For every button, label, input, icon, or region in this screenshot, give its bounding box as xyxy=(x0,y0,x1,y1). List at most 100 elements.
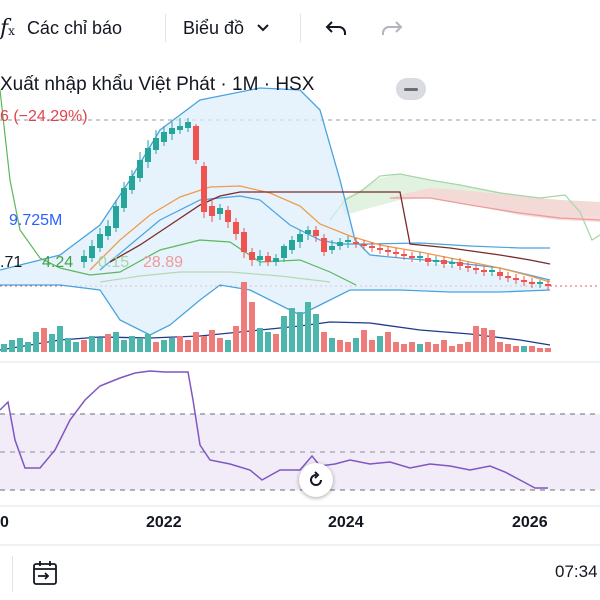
volume-bar xyxy=(329,338,335,352)
chart-type-label: Biểu đồ xyxy=(183,17,245,38)
x-axis-label: 2024 xyxy=(328,514,364,531)
indicator-value-3: 0.15 xyxy=(98,254,130,271)
candle xyxy=(441,260,447,264)
candle xyxy=(89,246,95,258)
volume-bar xyxy=(161,340,167,352)
bottom-divider xyxy=(12,556,13,592)
volume-bar xyxy=(313,314,319,352)
candle xyxy=(537,282,543,284)
rotate-icon xyxy=(310,471,322,486)
volume-bar xyxy=(265,332,271,352)
calendar-arrow-icon[interactable] xyxy=(32,560,60,586)
undo-button[interactable] xyxy=(324,10,348,46)
candle xyxy=(169,128,175,134)
x-axis-label: 2026 xyxy=(512,514,548,531)
volume-bar xyxy=(521,346,527,352)
candle xyxy=(505,276,511,278)
candle xyxy=(321,238,327,252)
candle xyxy=(217,208,223,214)
candle xyxy=(353,242,359,244)
candle xyxy=(185,122,191,128)
candle xyxy=(457,262,463,266)
volume-bar xyxy=(137,338,143,352)
volume-bar xyxy=(49,334,55,352)
candle xyxy=(529,282,535,284)
volume-bar xyxy=(113,332,119,352)
ma-green xyxy=(0,89,357,286)
toolbar-divider xyxy=(300,14,301,42)
candle xyxy=(401,254,407,256)
volume-bar xyxy=(25,342,31,352)
candle xyxy=(153,138,159,150)
top-toolbar: fx Các chỉ báo Biểu đồ xyxy=(0,0,600,56)
volume-bar xyxy=(73,342,79,352)
volume-bar xyxy=(385,332,391,352)
redo-button[interactable] xyxy=(380,10,404,46)
candle xyxy=(289,240,295,250)
candle xyxy=(113,206,119,228)
ma-orange xyxy=(89,185,551,283)
x-axis-label: 0 xyxy=(0,514,9,531)
volume-bar xyxy=(129,336,135,352)
volume-bar xyxy=(513,346,519,352)
volume-bar xyxy=(185,340,191,352)
volume-bar xyxy=(369,340,375,352)
candle xyxy=(481,270,487,272)
volume-bar xyxy=(241,282,247,352)
candle xyxy=(209,206,215,216)
volume-bar xyxy=(361,330,367,352)
candle xyxy=(433,260,439,262)
volume-bar xyxy=(297,312,303,352)
fx-icon: fx xyxy=(0,15,15,41)
candle xyxy=(161,132,167,142)
volume-bar xyxy=(473,326,479,352)
volume-bar xyxy=(393,342,399,352)
candle xyxy=(249,252,255,260)
volume-bars xyxy=(1,282,551,352)
candle xyxy=(81,256,87,262)
bollinger-band-fill xyxy=(0,88,550,335)
candle xyxy=(425,258,431,262)
volume-bar xyxy=(249,302,255,352)
volume-bar xyxy=(57,326,63,352)
volume-bar xyxy=(449,346,455,352)
volume-bar xyxy=(257,328,263,352)
candle xyxy=(449,262,455,264)
candle xyxy=(177,126,183,130)
volume-bar xyxy=(345,342,351,352)
candle xyxy=(545,284,551,286)
reset-chart-button[interactable] xyxy=(299,463,333,497)
volume-bar xyxy=(9,340,15,352)
candle xyxy=(233,222,239,234)
candle xyxy=(393,252,399,254)
candle xyxy=(473,268,479,270)
candle xyxy=(409,256,415,258)
candle xyxy=(281,246,287,258)
volume-bar xyxy=(233,326,239,352)
bottom-bar: 07:34 xyxy=(0,548,600,600)
candle xyxy=(297,234,303,242)
indicators-button[interactable]: fx Các chỉ báo xyxy=(0,10,122,46)
candle xyxy=(497,272,503,276)
rsi-line xyxy=(0,370,548,489)
indicator-value-4: 28.89 xyxy=(143,254,184,271)
candle xyxy=(369,246,375,248)
volume-bar xyxy=(41,328,47,352)
volume-bar xyxy=(225,340,231,352)
volume-bar xyxy=(201,336,207,352)
volume-bar xyxy=(545,348,551,352)
candle xyxy=(97,234,103,248)
volume-bar xyxy=(153,342,159,352)
candle xyxy=(265,256,271,262)
volume-bar xyxy=(33,332,39,352)
symbol-title[interactable]: Xuất nhập khẩu Việt Phát · 1M · HSX xyxy=(0,74,315,95)
candle xyxy=(337,242,343,246)
candle xyxy=(273,258,279,262)
chart-type-button[interactable]: Biểu đồ xyxy=(183,10,270,46)
volume-bar xyxy=(321,332,327,352)
candle xyxy=(257,256,263,260)
volume-bar xyxy=(441,340,447,352)
collapse-legend-button[interactable] xyxy=(396,78,426,100)
price-chart[interactable] xyxy=(0,0,600,548)
volume-value: 9.725M xyxy=(9,212,63,229)
